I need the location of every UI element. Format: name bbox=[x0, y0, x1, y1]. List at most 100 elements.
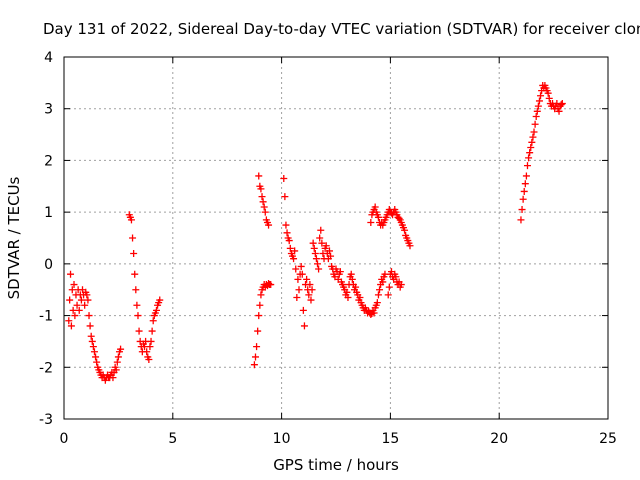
data-point bbox=[282, 221, 290, 229]
data-point bbox=[250, 361, 258, 369]
data-point bbox=[544, 89, 552, 97]
y-tick-label: 1 bbox=[44, 205, 53, 221]
data-point bbox=[352, 283, 360, 291]
y-tick-label: -1 bbox=[39, 309, 53, 325]
data-point bbox=[258, 193, 266, 201]
data-point bbox=[535, 97, 543, 105]
data-point bbox=[311, 250, 319, 258]
data-point bbox=[66, 296, 74, 304]
chart-title: Day 131 of 2022, Sidereal Day-to-day VTE… bbox=[43, 20, 640, 38]
data-point bbox=[356, 293, 364, 301]
data-point bbox=[533, 107, 541, 115]
series-arc-8 bbox=[517, 81, 566, 224]
data-point bbox=[558, 100, 566, 108]
data-markers bbox=[65, 81, 566, 384]
y-tick-label: 0 bbox=[44, 257, 53, 273]
data-point bbox=[77, 296, 85, 304]
data-point bbox=[527, 144, 535, 151]
data-point bbox=[112, 366, 120, 374]
data-point bbox=[84, 296, 92, 304]
x-tick-label: 10 bbox=[273, 431, 291, 447]
data-point bbox=[325, 247, 333, 255]
data-point bbox=[379, 278, 387, 286]
data-point bbox=[306, 281, 314, 289]
data-point bbox=[132, 286, 140, 294]
data-point bbox=[314, 260, 322, 268]
data-point bbox=[307, 296, 315, 304]
data-point bbox=[521, 180, 529, 188]
y-tick-label: 3 bbox=[44, 102, 53, 118]
data-point bbox=[298, 270, 306, 278]
data-point bbox=[69, 306, 77, 314]
series-arc-2 bbox=[125, 211, 164, 364]
data-point bbox=[134, 312, 142, 320]
plot-frame bbox=[63, 56, 609, 420]
data-point bbox=[529, 133, 537, 141]
y-tick-label: -3 bbox=[39, 412, 53, 428]
y-axis-label: SDTVAR / TECUs bbox=[5, 176, 23, 299]
data-point bbox=[336, 268, 344, 276]
data-point bbox=[376, 286, 384, 294]
data-point bbox=[297, 262, 305, 270]
data-point bbox=[374, 213, 382, 221]
data-point bbox=[152, 306, 160, 314]
data-point bbox=[305, 291, 313, 299]
data-point bbox=[67, 322, 75, 330]
data-point bbox=[73, 301, 81, 309]
y-tick-label: -2 bbox=[39, 360, 53, 376]
data-point bbox=[327, 252, 335, 260]
data-point bbox=[88, 337, 96, 345]
data-point bbox=[519, 195, 527, 203]
data-point bbox=[87, 332, 95, 340]
data-point bbox=[317, 226, 325, 234]
data-point bbox=[90, 348, 98, 356]
data-point bbox=[93, 358, 101, 366]
axis-ticks bbox=[63, 56, 609, 420]
series-arc-3 bbox=[250, 280, 275, 369]
data-point bbox=[525, 154, 533, 162]
y-tick-labels: -3 -2 -1 0 1 2 3 4 bbox=[39, 50, 53, 428]
data-point bbox=[299, 306, 307, 314]
series-arc-7 bbox=[384, 268, 405, 299]
data-point bbox=[347, 270, 355, 278]
data-point bbox=[89, 343, 97, 351]
data-point bbox=[81, 301, 89, 309]
data-point bbox=[348, 275, 356, 283]
data-point bbox=[283, 229, 291, 237]
data-point bbox=[290, 255, 298, 263]
data-point bbox=[253, 343, 261, 351]
data-point bbox=[261, 208, 269, 216]
data-point bbox=[109, 374, 117, 382]
data-point bbox=[300, 322, 308, 330]
x-tick-label: 25 bbox=[599, 431, 617, 447]
series-arc-5 bbox=[280, 175, 389, 330]
data-point bbox=[315, 265, 323, 273]
data-point bbox=[255, 172, 263, 180]
data-point bbox=[129, 234, 137, 242]
y-tick-label: 4 bbox=[44, 50, 53, 66]
data-point bbox=[555, 107, 563, 115]
data-point bbox=[318, 239, 326, 247]
data-point bbox=[367, 218, 375, 226]
data-point bbox=[145, 356, 153, 364]
data-point bbox=[67, 270, 75, 278]
data-point bbox=[147, 337, 155, 345]
data-point bbox=[293, 293, 301, 301]
data-point bbox=[395, 214, 403, 222]
data-point bbox=[259, 198, 267, 206]
data-point bbox=[392, 273, 400, 281]
data-point bbox=[532, 112, 540, 120]
data-point bbox=[367, 311, 375, 319]
data-point bbox=[397, 281, 405, 289]
data-point bbox=[291, 247, 299, 255]
data-point bbox=[260, 203, 268, 211]
data-point bbox=[534, 102, 542, 110]
data-point bbox=[545, 94, 553, 102]
data-point bbox=[251, 353, 259, 361]
y-tick-label: 2 bbox=[44, 153, 53, 169]
data-point bbox=[312, 255, 320, 263]
data-point bbox=[292, 265, 300, 273]
data-point bbox=[68, 286, 76, 294]
data-point bbox=[86, 322, 94, 330]
